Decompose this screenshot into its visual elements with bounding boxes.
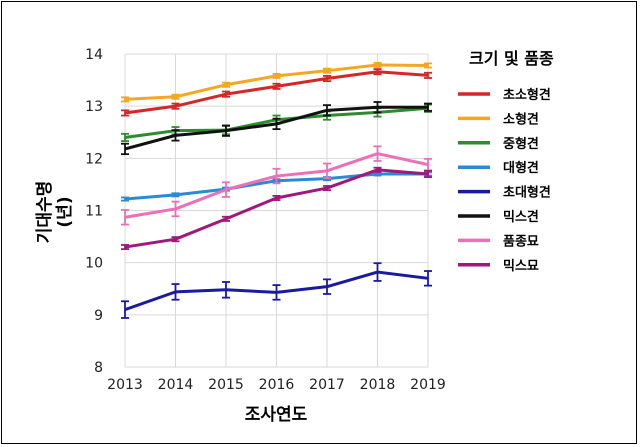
error-bar [424, 62, 432, 69]
legend-label: 믹스견 [503, 209, 539, 225]
legend-item: 중형견 [458, 136, 539, 152]
error-bar [171, 102, 180, 110]
legend-item: 믹스묘 [458, 259, 539, 274]
error-bar [121, 300, 129, 319]
y-tick-label: 13 [85, 99, 103, 115]
legend-item: 믹스견 [458, 209, 539, 225]
y-tick-label: 8 [94, 360, 103, 376]
legend-item: 소형견 [458, 111, 539, 127]
error-bar [171, 200, 180, 218]
legend-label: 소형견 [503, 111, 539, 127]
error-bar [272, 82, 281, 90]
error-bar [222, 90, 230, 98]
error-bar [424, 102, 432, 112]
x-tick-label: 2017 [309, 377, 345, 393]
error-bar [424, 270, 432, 287]
error-bar [323, 75, 331, 83]
error-bar [424, 169, 432, 179]
error-bar [171, 236, 180, 243]
y-tick-label: 11 [85, 204, 103, 220]
y-tick-label: 10 [85, 256, 103, 272]
series-초대형견 [121, 262, 432, 319]
error-bar [424, 71, 432, 79]
y-tick-labels: 8 9 10 11 12 13 14 [85, 47, 103, 376]
legend-label: 믹스묘 [503, 259, 539, 274]
error-bar [222, 181, 230, 198]
error-bar [222, 215, 230, 222]
x-tick-label: 2014 [158, 377, 194, 393]
legend-title: 크기 및 품종 [469, 49, 554, 68]
legend-item: 초소형견 [458, 87, 551, 103]
legend-item: 대형견 [458, 160, 539, 176]
error-bar [222, 281, 230, 299]
error-bar [121, 142, 129, 156]
error-bar [222, 81, 230, 88]
y-tick-label: 9 [94, 308, 103, 324]
y-axis-title: 기대수명 (년) [35, 181, 75, 244]
error-bar [272, 117, 281, 131]
error-bar [171, 93, 180, 100]
error-bar [121, 96, 129, 103]
error-bar [323, 104, 331, 117]
legend-label: 대형견 [503, 160, 539, 176]
error-bar [373, 61, 382, 68]
error-bar [323, 162, 331, 180]
plot-area [121, 61, 432, 319]
y-axis-unit: (년) [55, 196, 75, 227]
error-bar [373, 166, 382, 173]
error-bar [272, 72, 281, 79]
error-bar [121, 209, 129, 226]
y-axis-label: 기대수명 [35, 181, 55, 244]
legend-item: 품종묘 [458, 234, 539, 249]
series-소형견 [121, 61, 432, 103]
error-bar [373, 145, 382, 162]
series-믹스묘 [121, 166, 432, 251]
error-bar [323, 185, 331, 192]
legend-item: 초대형견 [458, 185, 551, 201]
x-tick-label: 2018 [360, 377, 396, 393]
legend-label: 중형견 [503, 136, 539, 152]
error-bar [121, 244, 129, 251]
error-bar [272, 284, 281, 301]
legend-label: 품종묘 [503, 234, 539, 249]
x-tick-label: 2019 [410, 377, 446, 393]
error-bar [373, 101, 382, 114]
error-bar [121, 109, 129, 117]
x-tick-label: 2016 [259, 377, 295, 393]
x-tick-labels: 2013 2014 2015 2016 2017 2018 2019 [107, 377, 446, 393]
error-bar [121, 196, 129, 202]
error-bar [323, 278, 331, 295]
error-bar [373, 68, 382, 76]
error-bar [171, 192, 180, 198]
series-초소형견 [121, 68, 432, 117]
error-bar [121, 132, 129, 143]
series-믹스견 [121, 101, 432, 156]
x-axis-label: 조사연도 [245, 405, 308, 425]
error-bar [171, 129, 180, 142]
error-bar [323, 67, 331, 74]
y-tick-label: 12 [85, 151, 103, 167]
y-tick-label: 14 [85, 47, 103, 63]
error-bar [272, 167, 281, 185]
legend-label: 초소형견 [503, 87, 551, 103]
error-bar [222, 124, 230, 137]
error-bar [272, 194, 281, 201]
x-tick-label: 2015 [208, 377, 244, 393]
error-bar [373, 262, 382, 282]
x-tick-label: 2013 [107, 377, 143, 393]
error-bar [171, 283, 180, 301]
legend-label: 초대형견 [503, 185, 551, 201]
